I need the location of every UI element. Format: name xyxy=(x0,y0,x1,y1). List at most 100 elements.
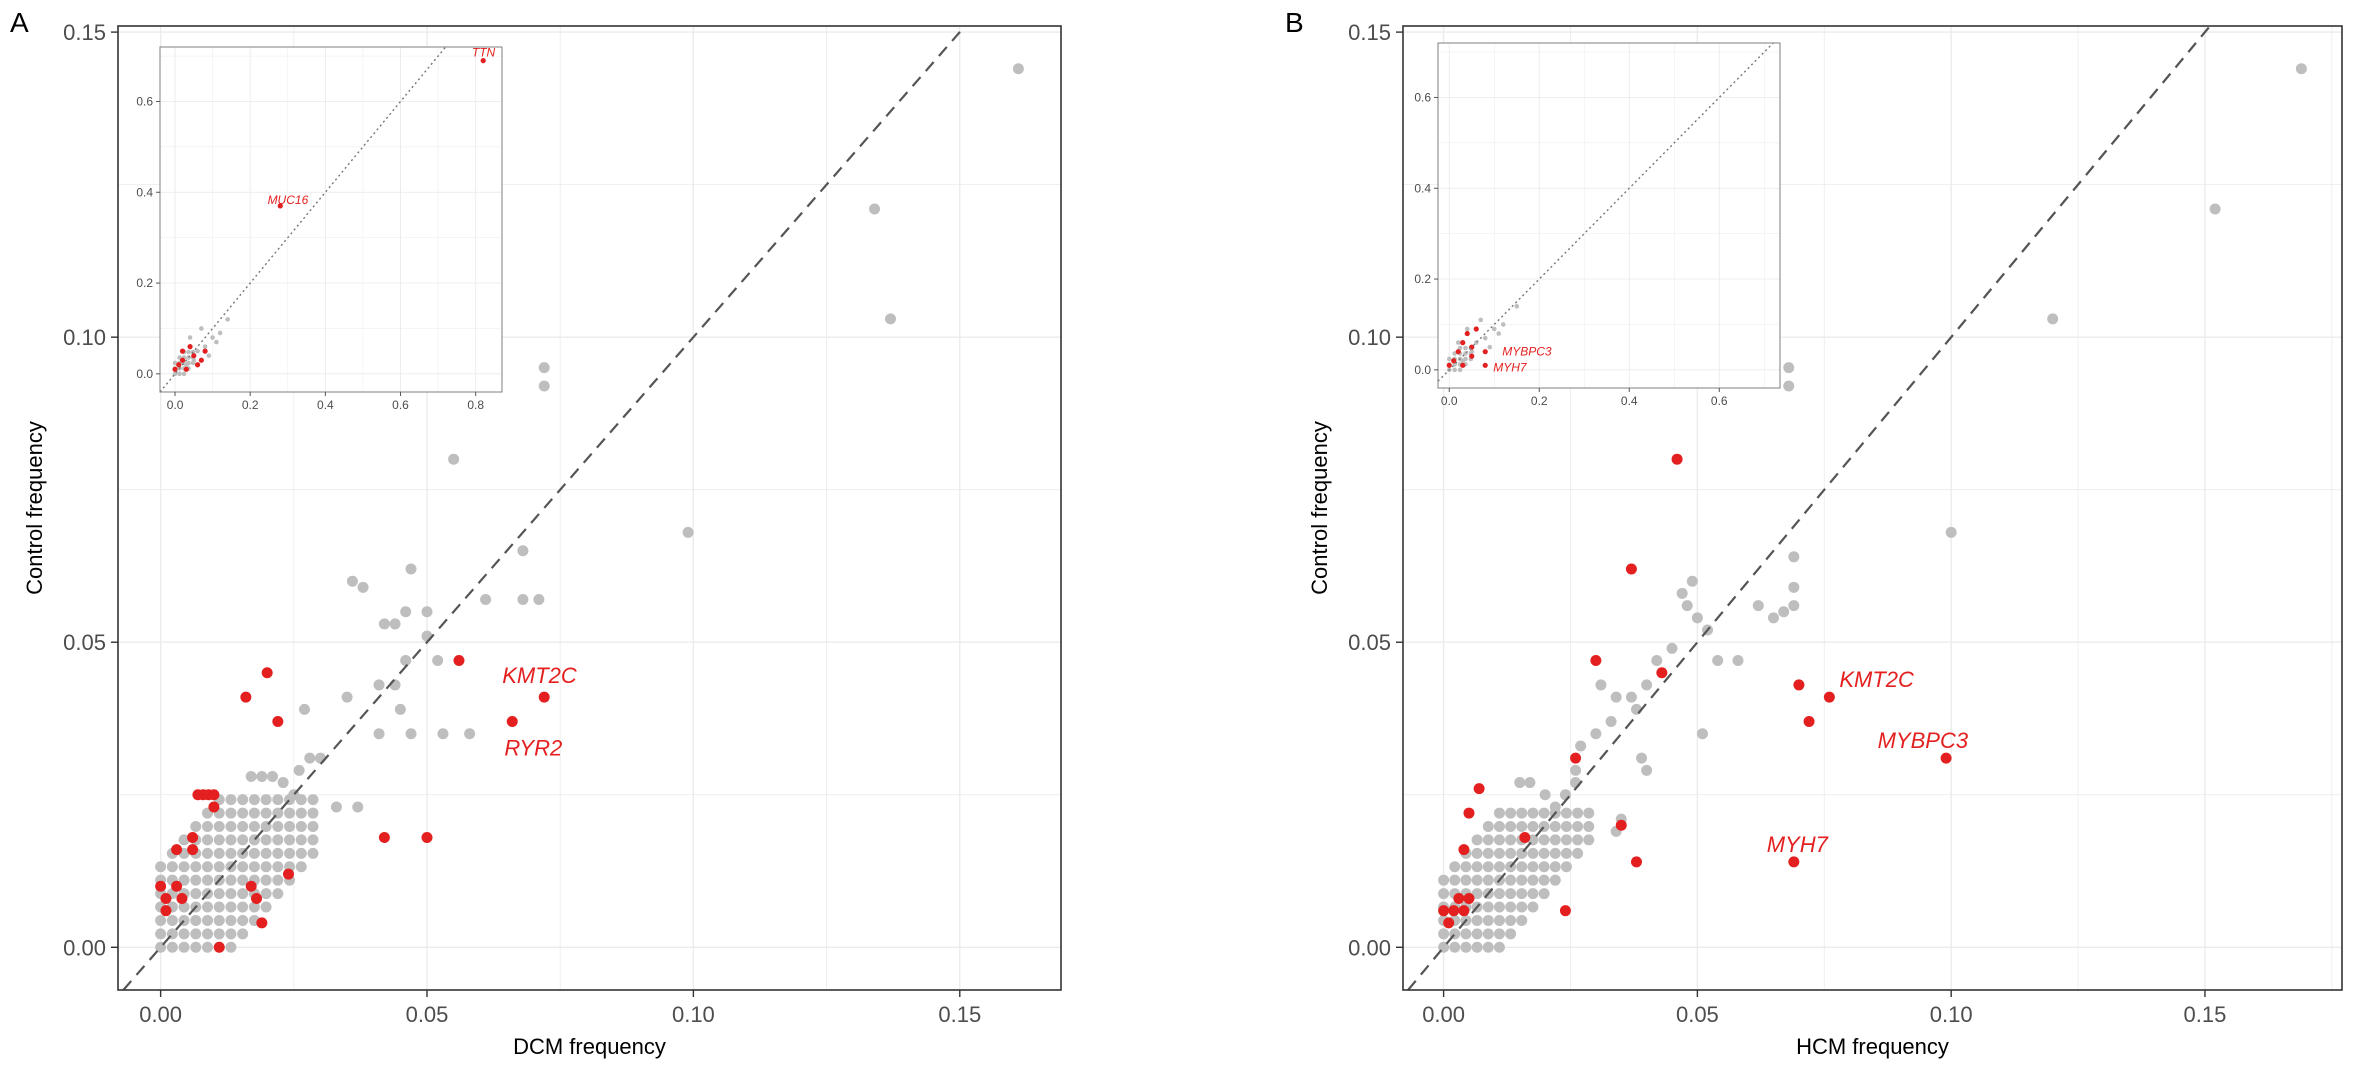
inset-red-point xyxy=(176,362,182,368)
grey-point xyxy=(1471,941,1483,953)
panel-label: A xyxy=(10,7,29,38)
grey-point xyxy=(1625,691,1637,703)
grey-point xyxy=(213,820,225,832)
x-tick-label: 0.10 xyxy=(672,1002,715,1027)
grey-point xyxy=(202,834,214,846)
grey-point xyxy=(1527,847,1539,859)
y-tick-label: 0.10 xyxy=(63,325,106,350)
inset-grey-point xyxy=(217,330,223,336)
grey-point xyxy=(885,313,897,325)
grey-point xyxy=(341,691,353,703)
grey-point xyxy=(1482,874,1494,886)
red-point xyxy=(213,941,225,953)
grey-point xyxy=(1514,777,1526,789)
grey-point xyxy=(284,807,296,819)
grey-point xyxy=(1493,914,1505,926)
grey-point xyxy=(1605,716,1617,728)
grey-point xyxy=(1538,834,1550,846)
grey-point xyxy=(178,834,190,846)
grey-point xyxy=(166,914,178,926)
inset-red-point xyxy=(1455,349,1461,355)
grey-point xyxy=(202,847,214,859)
inset-y-tick-label: 0.6 xyxy=(1414,90,1431,104)
inset-grey-point xyxy=(1478,317,1484,323)
grey-point xyxy=(245,770,257,782)
inset-grey-point xyxy=(1514,303,1520,309)
grey-point xyxy=(225,847,237,859)
inset-x-tick-label: 0.4 xyxy=(317,398,334,412)
grey-point xyxy=(237,901,249,913)
grey-point xyxy=(1449,861,1461,873)
grey-point xyxy=(1516,861,1528,873)
grey-point xyxy=(237,794,249,806)
grey-point xyxy=(248,847,260,859)
grey-point xyxy=(307,820,319,832)
grey-point xyxy=(357,581,369,593)
grey-point xyxy=(190,820,202,832)
grey-point xyxy=(260,901,272,913)
grey-point xyxy=(225,807,237,819)
inset-grey-point xyxy=(1446,356,1452,362)
red-point xyxy=(261,667,273,679)
red-point xyxy=(1671,453,1683,465)
y-tick-label: 0.15 xyxy=(1348,20,1391,45)
inset-y-tick-label: 0.4 xyxy=(1414,181,1431,195)
grey-point xyxy=(284,847,296,859)
inset-grey-point xyxy=(187,335,193,340)
grey-point xyxy=(1527,874,1539,886)
grey-point xyxy=(373,679,385,691)
grey-point xyxy=(1527,901,1539,913)
inset-gene-label: MUC16 xyxy=(268,193,309,207)
grey-point xyxy=(307,834,319,846)
grey-point xyxy=(304,752,316,764)
grey-point xyxy=(1516,914,1528,926)
inset-grey-point xyxy=(1460,358,1466,364)
grey-point xyxy=(295,834,307,846)
grey-point xyxy=(1945,526,1957,538)
grey-point xyxy=(1527,861,1539,873)
grey-point xyxy=(432,655,444,667)
grey-point xyxy=(1527,807,1539,819)
inset-y-tick-label: 0.2 xyxy=(136,276,153,290)
grey-point xyxy=(1651,655,1663,667)
inset-red-point xyxy=(187,344,193,350)
grey-point xyxy=(202,914,214,926)
red-point xyxy=(1559,905,1571,917)
grey-point xyxy=(1549,834,1561,846)
inset-red-point xyxy=(172,366,178,372)
inset-red-point xyxy=(1469,353,1475,359)
grey-point xyxy=(1538,861,1550,873)
grey-point xyxy=(1560,847,1572,859)
grey-point xyxy=(352,801,364,813)
red-point xyxy=(1788,856,1800,868)
grey-point xyxy=(405,563,417,575)
grey-point xyxy=(1493,928,1505,940)
y-tick-label: 0.05 xyxy=(1348,630,1391,655)
red-point xyxy=(378,831,390,843)
panel-label: B xyxy=(1285,7,1304,38)
red-point xyxy=(1793,679,1805,691)
grey-point xyxy=(1560,861,1572,873)
inset-grey-point xyxy=(184,362,189,368)
inset-y-tick-label: 0.6 xyxy=(136,94,153,108)
grey-point xyxy=(295,820,307,832)
grey-point xyxy=(267,770,279,782)
grey-point xyxy=(272,888,284,900)
grey-point xyxy=(272,834,284,846)
grey-point xyxy=(1559,789,1571,801)
grey-point xyxy=(1527,820,1539,832)
grey-point xyxy=(284,820,296,832)
grey-point xyxy=(1636,752,1648,764)
red-point xyxy=(1940,752,1952,764)
grey-point xyxy=(1549,801,1561,813)
plot-border xyxy=(1402,25,2343,991)
grey-point xyxy=(437,728,449,740)
grey-point xyxy=(1583,834,1595,846)
grey-point xyxy=(1449,941,1461,953)
grey-point xyxy=(190,941,202,953)
grey-point xyxy=(293,764,305,776)
grey-point xyxy=(1783,362,1795,374)
grey-point xyxy=(1516,807,1528,819)
inset-x-tick-label: 0.6 xyxy=(392,398,409,412)
